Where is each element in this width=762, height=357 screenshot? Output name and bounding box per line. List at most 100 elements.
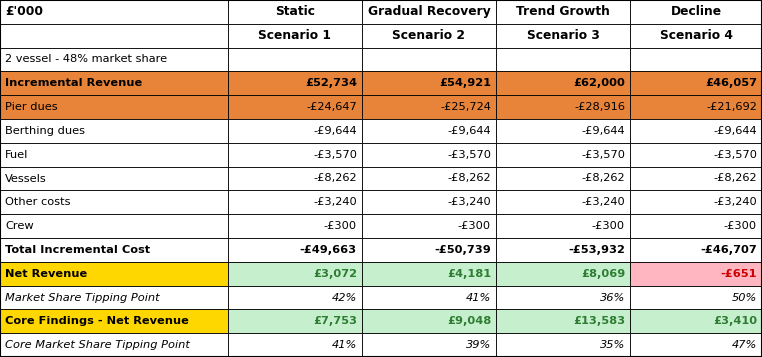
Text: 35%: 35%: [600, 340, 625, 350]
Bar: [0, 47, 228, 71]
Text: £4,181: £4,181: [447, 269, 491, 279]
Text: £52,734: £52,734: [305, 78, 357, 88]
Bar: [0, 71, 228, 95]
Text: -£46,707: -£46,707: [700, 245, 757, 255]
Bar: [228, 238, 362, 262]
Text: £7,753: £7,753: [313, 316, 357, 326]
Text: 41%: 41%: [331, 340, 357, 350]
Bar: [496, 167, 630, 190]
Text: £9,048: £9,048: [447, 316, 491, 326]
Bar: [496, 119, 630, 143]
Text: -£53,932: -£53,932: [568, 245, 625, 255]
Text: -£3,570: -£3,570: [713, 150, 757, 160]
Bar: [630, 333, 762, 357]
Bar: [496, 214, 630, 238]
Text: Other costs: Other costs: [5, 197, 71, 207]
Text: £3,072: £3,072: [313, 269, 357, 279]
Bar: [362, 190, 496, 214]
Text: Net Revenue: Net Revenue: [5, 269, 88, 279]
Bar: [228, 262, 362, 286]
Bar: [362, 167, 496, 190]
Bar: [362, 71, 496, 95]
Text: Scenario 3: Scenario 3: [527, 29, 600, 42]
Bar: [630, 71, 762, 95]
Bar: [0, 333, 228, 357]
Text: £54,921: £54,921: [439, 78, 491, 88]
Text: -£3,240: -£3,240: [581, 197, 625, 207]
Bar: [362, 262, 496, 286]
Bar: [496, 71, 630, 95]
Bar: [228, 143, 362, 167]
Bar: [362, 214, 496, 238]
Text: 50%: 50%: [732, 292, 757, 302]
Bar: [362, 119, 496, 143]
Text: 41%: 41%: [466, 292, 491, 302]
Text: Scenario 4: Scenario 4: [660, 29, 732, 42]
Bar: [630, 286, 762, 310]
Bar: [0, 262, 228, 286]
Bar: [0, 24, 228, 47]
Text: -£9,644: -£9,644: [313, 126, 357, 136]
Bar: [496, 47, 630, 71]
Bar: [496, 333, 630, 357]
Bar: [228, 167, 362, 190]
Text: -£3,570: -£3,570: [447, 150, 491, 160]
Text: -£9,644: -£9,644: [447, 126, 491, 136]
Text: -£28,916: -£28,916: [574, 102, 625, 112]
Text: Core Findings - Net Revenue: Core Findings - Net Revenue: [5, 316, 189, 326]
Bar: [362, 143, 496, 167]
Bar: [362, 0, 496, 24]
Text: -£300: -£300: [324, 221, 357, 231]
Bar: [630, 95, 762, 119]
Text: -£21,692: -£21,692: [706, 102, 757, 112]
Text: £46,057: £46,057: [705, 78, 757, 88]
Bar: [496, 190, 630, 214]
Bar: [496, 143, 630, 167]
Bar: [496, 95, 630, 119]
Text: -£300: -£300: [724, 221, 757, 231]
Text: £3,410: £3,410: [713, 316, 757, 326]
Text: Market Share Tipping Point: Market Share Tipping Point: [5, 292, 159, 302]
Text: Total Incremental Cost: Total Incremental Cost: [5, 245, 150, 255]
Text: -£50,739: -£50,739: [434, 245, 491, 255]
Bar: [0, 286, 228, 310]
Text: 36%: 36%: [600, 292, 625, 302]
Bar: [496, 286, 630, 310]
Bar: [496, 238, 630, 262]
Bar: [228, 71, 362, 95]
Bar: [630, 119, 762, 143]
Text: Crew: Crew: [5, 221, 34, 231]
Text: Decline: Decline: [671, 5, 722, 19]
Bar: [630, 24, 762, 47]
Bar: [630, 310, 762, 333]
Bar: [630, 238, 762, 262]
Bar: [228, 47, 362, 71]
Bar: [0, 214, 228, 238]
Text: -£9,644: -£9,644: [713, 126, 757, 136]
Bar: [630, 214, 762, 238]
Text: 39%: 39%: [466, 340, 491, 350]
Text: Scenario 2: Scenario 2: [392, 29, 466, 42]
Bar: [496, 24, 630, 47]
Text: -£3,240: -£3,240: [713, 197, 757, 207]
Bar: [362, 24, 496, 47]
Text: 47%: 47%: [732, 340, 757, 350]
Bar: [228, 214, 362, 238]
Text: -£3,240: -£3,240: [447, 197, 491, 207]
Text: 42%: 42%: [331, 292, 357, 302]
Bar: [362, 286, 496, 310]
Bar: [496, 262, 630, 286]
Text: -£8,262: -£8,262: [713, 174, 757, 183]
Text: Fuel: Fuel: [5, 150, 28, 160]
Text: £'000: £'000: [5, 5, 43, 19]
Text: -£49,663: -£49,663: [300, 245, 357, 255]
Text: 2 vessel - 48% market share: 2 vessel - 48% market share: [5, 55, 167, 65]
Bar: [228, 310, 362, 333]
Text: -£8,262: -£8,262: [447, 174, 491, 183]
Bar: [0, 167, 228, 190]
Bar: [0, 238, 228, 262]
Bar: [0, 143, 228, 167]
Bar: [0, 95, 228, 119]
Text: -£3,570: -£3,570: [581, 150, 625, 160]
Text: £8,069: £8,069: [581, 269, 625, 279]
